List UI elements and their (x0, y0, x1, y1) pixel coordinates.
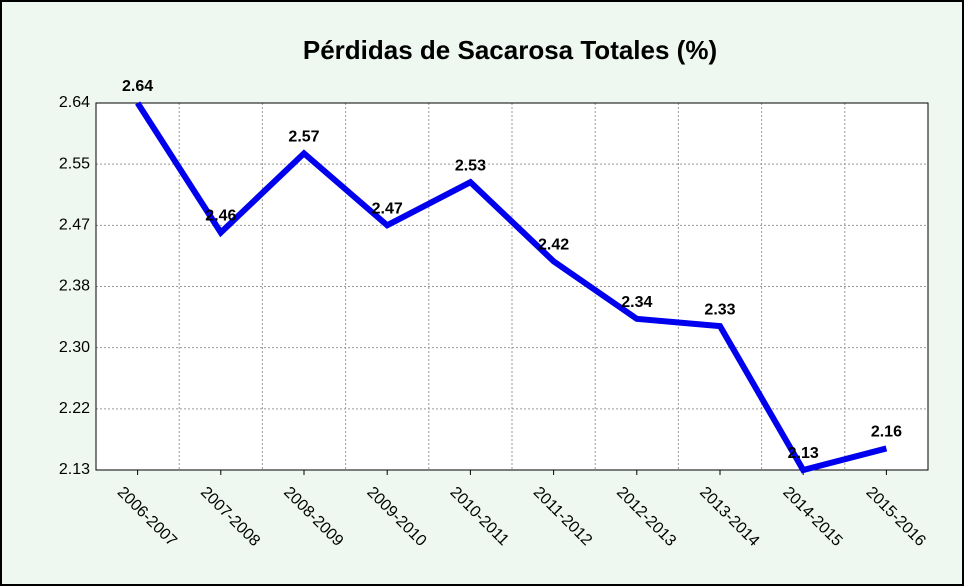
data-label: 2.57 (288, 129, 319, 146)
chart-title: Pérdidas de Sacarosa Totales (%) (303, 35, 717, 65)
y-tick-label: 2.64 (59, 94, 90, 111)
data-label: 2.42 (538, 237, 569, 254)
data-label: 2.13 (788, 445, 819, 462)
data-label: 2.46 (205, 208, 236, 225)
line (135, 101, 888, 474)
y-tick-label: 2.38 (59, 278, 90, 295)
data-label: 2.53 (455, 157, 486, 174)
data-label: 2.33 (704, 301, 735, 318)
data-label: 2.47 (372, 201, 403, 218)
data-label: 2.34 (621, 294, 652, 311)
y-tick-label: 2.30 (59, 339, 90, 356)
y-tick-label: 2.55 (59, 155, 90, 172)
data-label: 2.16 (871, 424, 902, 441)
y-tick-label: 2.13 (59, 461, 90, 478)
plot-border (95, 102, 929, 471)
y-tick-label: 2.47 (59, 217, 90, 234)
data-label: 2.64 (122, 78, 153, 95)
y-tick-label: 2.22 (59, 400, 90, 417)
